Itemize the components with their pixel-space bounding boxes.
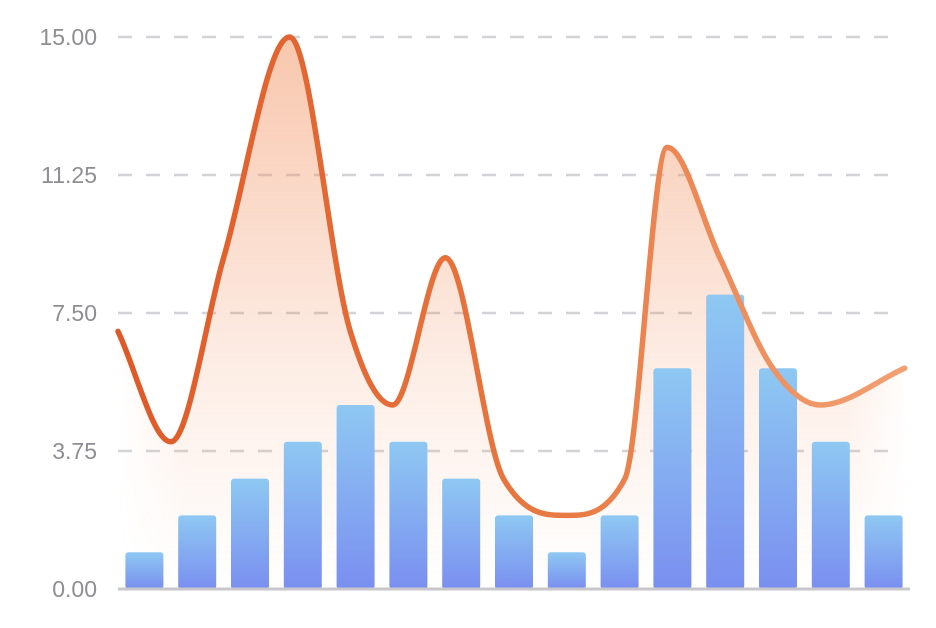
y-tick-label: 15.00	[39, 24, 97, 50]
bar	[811, 441, 850, 589]
y-axis-ticks: 0.00 3.75 7.50 11.25 15.00	[39, 24, 97, 602]
bar	[495, 515, 533, 589]
bar	[389, 441, 428, 589]
y-tick-label: 7.50	[52, 300, 97, 326]
y-tick-label: 3.75	[52, 438, 97, 464]
y-tick-label: 11.25	[41, 162, 97, 188]
line-series	[115, 34, 908, 519]
bar	[547, 552, 586, 589]
bar	[231, 478, 269, 589]
bar	[283, 441, 322, 589]
bar	[759, 368, 797, 589]
bar	[336, 405, 375, 589]
bar	[706, 294, 745, 589]
bar	[178, 515, 217, 589]
bar	[864, 515, 903, 589]
y-tick-label: 0.00	[52, 576, 97, 602]
bar-series	[125, 294, 903, 589]
bar	[600, 515, 639, 589]
bar	[653, 368, 692, 589]
bar	[442, 478, 481, 589]
bar	[125, 552, 164, 589]
